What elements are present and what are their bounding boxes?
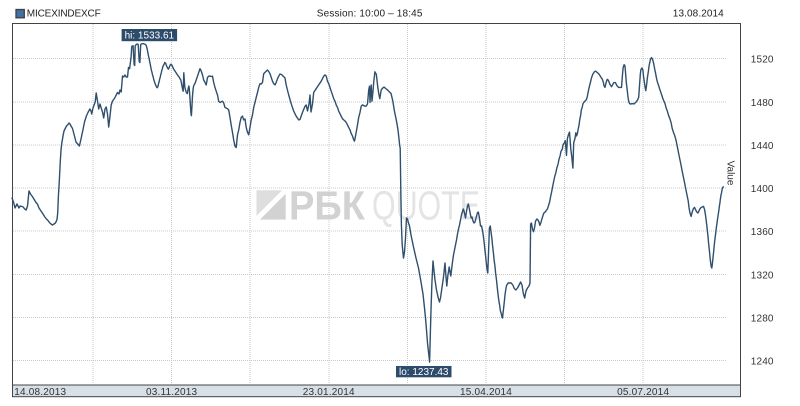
svg-text:15.04.2014: 15.04.2014 [460,387,512,398]
svg-text:1440: 1440 [751,141,774,152]
svg-text:05.07.2014: 05.07.2014 [617,387,669,398]
svg-text:23.01.2014: 23.01.2014 [303,387,355,398]
svg-text:Session: 10:00 – 18:45: Session: 10:00 – 18:45 [317,8,423,19]
svg-text:1280: 1280 [751,314,774,325]
svg-text:1480: 1480 [751,98,774,109]
svg-text:1240: 1240 [751,357,774,368]
svg-text:QUOTE: QUOTE [372,183,480,229]
svg-text:Value: Value [725,161,736,186]
svg-text:14.08.2013: 14.08.2013 [14,387,66,398]
svg-text:hi: 1533.61: hi: 1533.61 [125,31,175,42]
svg-text:1320: 1320 [751,270,774,281]
svg-text:03.11.2013: 03.11.2013 [146,387,198,398]
svg-text:13.08.2014: 13.08.2014 [673,8,724,19]
svg-text:1520: 1520 [751,55,774,66]
svg-text:MICEXINDEXCF: MICEXINDEXCF [27,8,101,19]
svg-text:lo: 1237.43: lo: 1237.43 [399,367,449,378]
svg-text:1360: 1360 [751,227,774,238]
svg-text:1400: 1400 [751,184,774,195]
svg-text:РБК: РБК [289,183,366,229]
